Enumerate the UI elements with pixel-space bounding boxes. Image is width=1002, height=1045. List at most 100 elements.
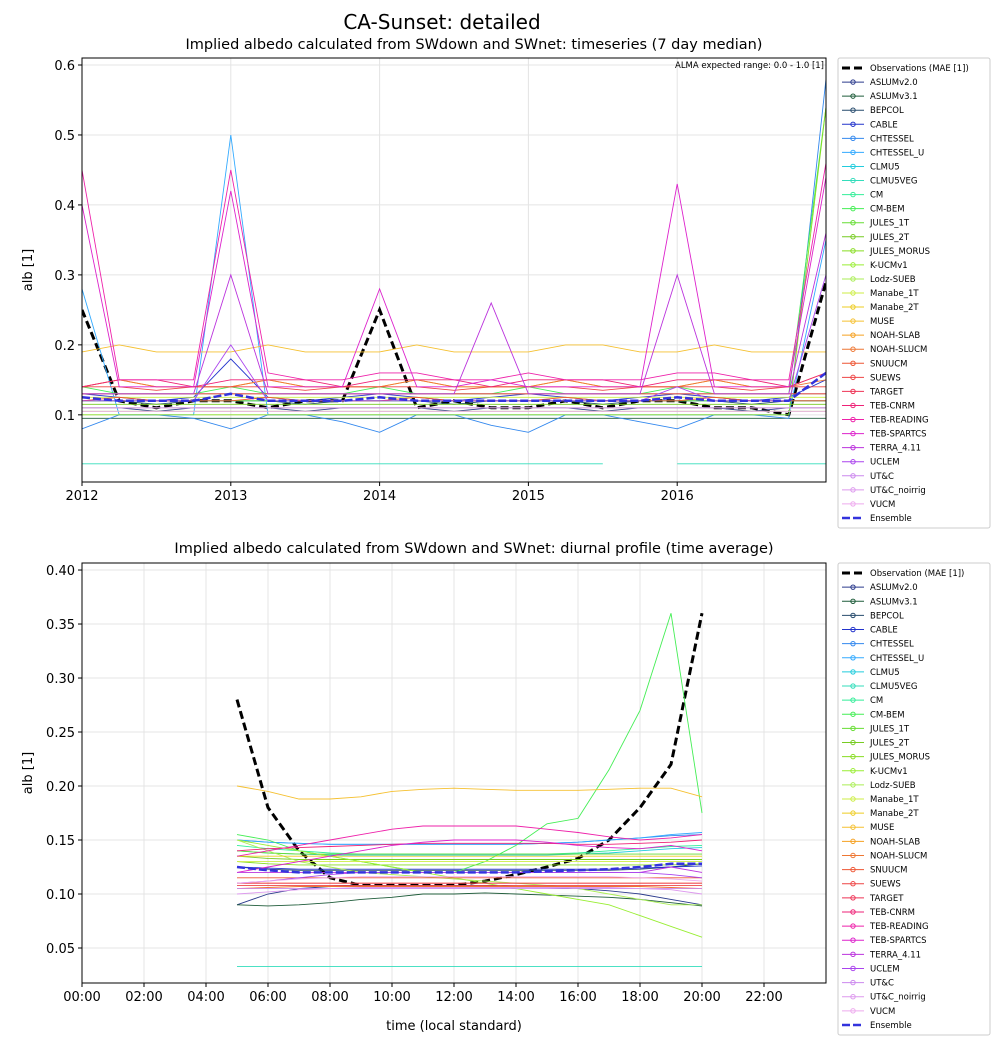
legend-marker: [850, 739, 856, 746]
series-line: [236, 892, 703, 907]
legend-label: Manabe_1T: [870, 795, 919, 805]
legend-label: JULES_MORUS: [869, 753, 930, 763]
series-line: [236, 844, 703, 855]
y-tick-label: 0.2: [54, 339, 75, 354]
legend-marker: [850, 626, 856, 633]
series-line: [236, 876, 703, 884]
legend-marker: [850, 683, 856, 689]
legend-marker: [850, 346, 856, 352]
legend-marker: [850, 205, 856, 212]
x-tick-label: 00:00: [63, 990, 100, 1005]
legend-marker: [850, 430, 856, 437]
figure-title: CA-Sunset: detailed: [343, 10, 540, 34]
legend-marker: [850, 444, 856, 451]
legend-label: JULES_2T: [869, 233, 910, 243]
legend-label: UT&C: [870, 472, 894, 482]
series-line: [82, 176, 826, 388]
legend-marker: [850, 219, 856, 226]
series-line: [82, 274, 826, 402]
legend-label: TEB-CNRM: [869, 908, 915, 918]
legend-label: CHTESSEL: [870, 134, 914, 144]
legend-marker: [850, 149, 856, 156]
series-line: [236, 861, 703, 866]
legend-label: NOAH-SLUCM: [870, 851, 927, 861]
legend-marker: [850, 191, 856, 198]
x-tick-label: 06:00: [249, 990, 286, 1005]
x-tick-label: 20:00: [683, 990, 720, 1005]
legend-label: TEB-SPARTCS: [869, 936, 927, 946]
legend-marker: [850, 993, 856, 1000]
chart-title: Implied albedo calculated from SWdown an…: [174, 541, 773, 557]
legend-label: CM: [870, 191, 883, 201]
x-tick-label: 02:00: [125, 990, 162, 1005]
legend-marker: [850, 979, 856, 986]
legend-marker: [850, 360, 856, 367]
y-tick-label: 0.3: [54, 269, 75, 284]
legend-marker: [850, 725, 856, 732]
x-tick-label: 18:00: [621, 990, 658, 1005]
legend-marker: [850, 965, 856, 972]
legend-label: UT&C: [870, 979, 894, 989]
legend-marker: [850, 711, 856, 717]
legend-label: NOAH-SLAB: [870, 837, 920, 847]
x-tick-label: 10:00: [373, 990, 410, 1005]
legend-label: ASLUMv2.0: [870, 78, 918, 88]
y-tick-label: 0.20: [46, 780, 75, 795]
legend-label: UCLEM: [870, 964, 900, 974]
legend-label: NOAH-SLAB: [870, 331, 920, 341]
legend-marker: [850, 388, 856, 395]
legend-label: SNUUCM: [870, 866, 907, 876]
legend-label: JULES_1T: [869, 219, 910, 229]
legend-label: Ensemble: [870, 1021, 912, 1031]
legend-marker: [850, 234, 856, 240]
legend-label: Lodz-SUEB: [870, 275, 916, 285]
legend-marker: [850, 881, 856, 887]
legend-marker: [850, 473, 856, 479]
legend-marker: [850, 852, 856, 859]
plot-area: [82, 78, 826, 465]
legend-marker: [850, 866, 856, 873]
y-tick-label: 0.25: [46, 726, 75, 741]
series-line: [82, 106, 826, 416]
legend-marker: [850, 416, 856, 423]
series-line: [236, 886, 703, 890]
legend-marker: [850, 290, 856, 296]
legend-label: UT&C_noirrig: [870, 486, 926, 496]
series-line: [82, 344, 826, 353]
legend-label: Observations (MAE [1]): [870, 64, 969, 74]
legend-label: MUSE: [870, 823, 894, 833]
legend-marker: [850, 163, 856, 170]
legend-marker: [850, 895, 856, 901]
series-line: [236, 863, 703, 871]
x-tick-label: 2014: [363, 489, 396, 504]
y-tick-label: 0.1: [54, 409, 75, 424]
legend-marker: [850, 304, 856, 310]
x-tick-label: 12:00: [435, 990, 472, 1005]
series-line: [236, 785, 703, 800]
x-tick-label: 2012: [65, 489, 98, 504]
x-tick-label: 2016: [661, 489, 694, 504]
legend-label: Manabe_2T: [870, 303, 919, 313]
legend-label: ASLUMv3.1: [870, 92, 918, 102]
legend-marker: [850, 276, 856, 282]
legend-label: TEB-READING: [869, 416, 929, 426]
y-axis-label: alb [1]: [21, 752, 36, 794]
legend-marker: [850, 107, 856, 113]
legend-marker: [850, 782, 856, 788]
legend-label: Ensemble: [870, 514, 912, 524]
legend-marker: [850, 177, 856, 184]
series-line: [236, 862, 702, 874]
legend-marker: [850, 135, 856, 142]
y-tick-label: 0.40: [46, 564, 75, 579]
series-line: [236, 613, 703, 873]
legend-label: CLMU5VEG: [870, 682, 917, 692]
legend-marker: [850, 753, 856, 760]
legend-label: TARGET: [869, 894, 904, 904]
legend-label: JULES_2T: [869, 739, 910, 749]
legend-marker: [850, 584, 856, 590]
series-line: [236, 850, 702, 855]
legend-label: Manabe_1T: [870, 289, 919, 299]
series-line: [236, 825, 703, 857]
annotation: ALMA expected range: 0.0 - 1.0 [1]: [675, 61, 824, 71]
